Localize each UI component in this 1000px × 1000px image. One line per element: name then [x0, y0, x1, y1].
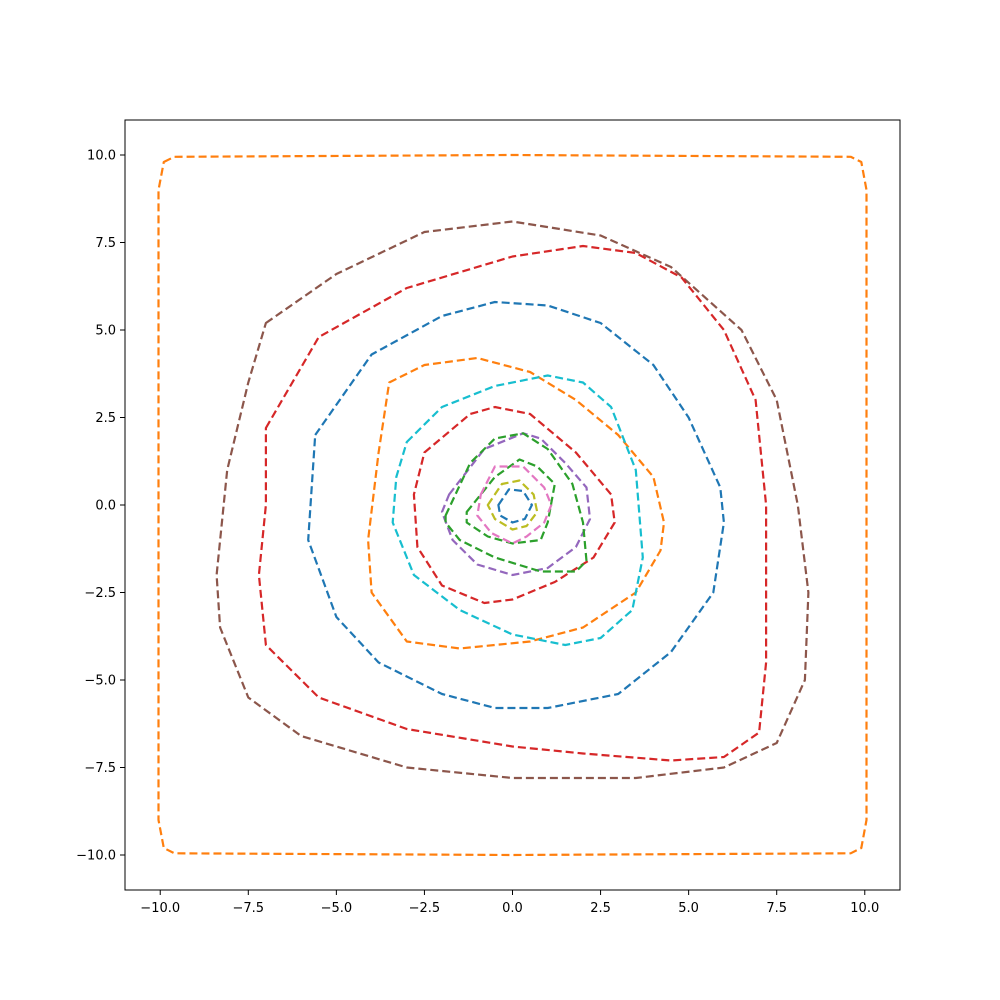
y-tick-label: 7.5	[95, 236, 116, 251]
y-tick-label: −7.5	[84, 761, 116, 776]
series-line-12	[486, 479, 539, 531]
x-tick-label: 5.0	[678, 901, 699, 916]
x-tick-label: 0.0	[502, 901, 523, 916]
series-line-6	[391, 374, 644, 647]
y-tick-label: −10.0	[76, 849, 116, 864]
series-line-10	[444, 432, 588, 573]
y-tick-label: 2.5	[95, 411, 116, 426]
series-layer	[157, 153, 868, 857]
series-line-9	[465, 458, 556, 545]
x-tick-label: −7.5	[233, 901, 265, 916]
series-line-4	[307, 300, 725, 710]
x-axis: −10.0 −7.5 −5.0 −2.5 0.0 2.5 5.0 7.5 10.0	[140, 890, 879, 916]
y-tick-label: −2.5	[84, 586, 116, 601]
series-line-1	[157, 153, 868, 857]
series-line-7	[412, 405, 616, 605]
series-line-2	[215, 220, 810, 780]
y-axis: −10.0 −7.5 −5.0 −2.5 0.0 2.5 5.0 7.5 10.0	[76, 149, 125, 864]
x-tick-label: −5.0	[321, 901, 353, 916]
series-line-13	[497, 488, 533, 524]
series-line-11	[476, 465, 553, 545]
y-tick-label: 10.0	[87, 149, 116, 164]
series-line-5	[367, 356, 666, 650]
x-tick-label: −2.5	[409, 901, 441, 916]
x-tick-label: 2.5	[590, 901, 611, 916]
x-tick-label: −10.0	[140, 901, 180, 916]
x-tick-label: 10.0	[850, 901, 879, 916]
y-tick-label: 5.0	[95, 324, 116, 339]
x-tick-label: 7.5	[766, 901, 787, 916]
y-tick-label: 0.0	[95, 499, 116, 514]
series-line-3	[257, 244, 768, 762]
y-tick-label: −5.0	[84, 674, 116, 689]
